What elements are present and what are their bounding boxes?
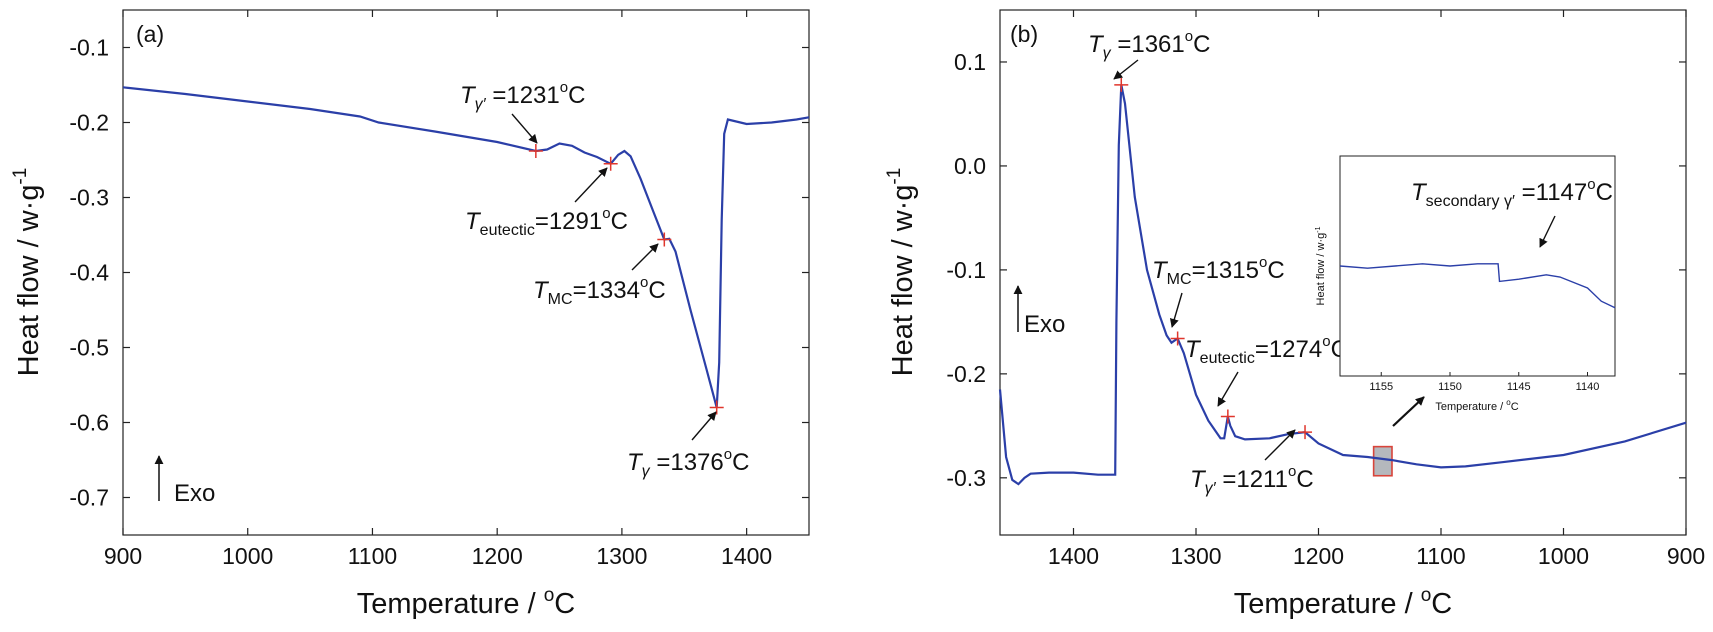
x-tick-label: 1300	[1170, 543, 1221, 569]
x-tick-label: 1400	[721, 543, 772, 569]
arrow-a-4	[691, 411, 717, 441]
transition-marker	[1298, 425, 1313, 440]
svg-text:Exo: Exo	[1024, 311, 1065, 338]
y-tick-label: -0.2	[946, 361, 986, 387]
annotation-b-gamma-prime: Tγ′ =1211oC	[1190, 429, 1314, 497]
svg-text:Exo: Exo	[174, 480, 215, 507]
panel-label-a: (a)	[136, 21, 164, 47]
y-tick-label: -0.3	[946, 465, 986, 491]
y-tick-label: 0.1	[954, 49, 986, 75]
arrow-a-2	[574, 167, 608, 203]
inset-x-title: Temperature / oC	[1435, 398, 1518, 413]
y-tick-label: -0.4	[69, 260, 109, 286]
y-tick-label: -0.1	[69, 35, 109, 61]
tick-labels-b: 1400 1300 1200 1100 1000 900 0.1 0.0 -0.1 -0.2 -0.…	[946, 49, 1705, 569]
annotation-a-eutectic: Teutectic=1291oC	[465, 167, 628, 239]
inset-x-tick-label: 1150	[1438, 381, 1462, 393]
inset-x-tick-label: 1155	[1369, 381, 1393, 393]
markers-a	[528, 144, 724, 415]
x-tick-label: 1200	[1293, 543, 1344, 569]
x-tick-label: 1100	[1416, 543, 1465, 569]
tick-labels-a: 900 1000 1100 1200 1300 1400 -0.1 -0.2 -0.3 -0.4 -…	[69, 35, 772, 570]
svg-text:Tγ =1376oC: Tγ =1376oC	[627, 446, 749, 480]
chart-panel-a: 900 1000 1100 1200 1300 1400 -0.1 -0.2 -0.3 -0.4 -…	[10, 9, 810, 620]
transition-marker	[528, 144, 543, 158]
ticks-a	[122, 10, 809, 535]
x-tick-label: 1200	[472, 543, 523, 569]
x-axis-title-a: Temperature / oC	[357, 585, 576, 620]
x-axis-title-b: Temperature / oC	[1234, 585, 1453, 620]
svg-text:TMC=1334oC: TMC=1334oC	[533, 274, 666, 308]
annotation-a-gamma: Tγ =1376oC	[627, 411, 749, 480]
transition-marker	[1170, 331, 1185, 346]
inset-ticks	[1380, 372, 1588, 376]
arrow-b-1	[1113, 59, 1139, 80]
heat-flow-line-a	[122, 86, 810, 408]
x-tick-label: 1400	[1048, 543, 1099, 569]
y-tick-label: 0.0	[954, 153, 986, 179]
inset-tick-labels: 1155 1150 1145 1140	[1369, 381, 1599, 393]
svg-text:Tsecondary γ′ =1147oC: Tsecondary γ′ =1147oC	[1411, 176, 1613, 210]
annotation-b-eutectic: Teutectic=1274oC	[1185, 333, 1348, 407]
y-tick-label: -0.3	[69, 185, 109, 211]
svg-text:Tγ′ =1211oC: Tγ′ =1211oC	[1190, 463, 1314, 497]
y-axis-title-b: Heat flow / w·g-1	[884, 168, 919, 377]
transition-marker	[603, 156, 618, 171]
x-tick-label: 1000	[222, 543, 273, 569]
exo-indicator-b: Exo	[1013, 285, 1065, 338]
svg-text:Teutectic=1291oC: Teutectic=1291oC	[465, 205, 628, 239]
transition-marker	[657, 232, 672, 247]
y-tick-label: -0.1	[946, 257, 986, 283]
panel-label-b: (b)	[1010, 21, 1038, 47]
inset-heat-flow-line	[1339, 263, 1616, 309]
arrow-b-4	[1264, 429, 1296, 461]
box-to-inset-arrow	[1392, 396, 1425, 427]
highlight-box	[1372, 445, 1393, 477]
x-tick-label: 900	[1667, 543, 1705, 569]
markers-b	[1114, 77, 1313, 440]
annotation-b-mc: TMC=1315oC	[1152, 254, 1285, 328]
y-tick-label: -0.6	[69, 410, 109, 436]
x-tick-label: 1100	[348, 543, 397, 569]
inset-x-tick-label: 1145	[1507, 381, 1531, 393]
inset-chart: 1155 1150 1145 1140 Temperature / oC Heat f…	[1315, 155, 1616, 413]
arrow-b-2	[1169, 292, 1183, 328]
svg-text:Teutectic=1274oC: Teutectic=1274oC	[1185, 333, 1348, 367]
heat-flow-line-b	[998, 84, 1687, 486]
plot-frame-b	[999, 9, 1687, 536]
y-axis-title-a: Heat flow / w·g-1	[10, 168, 45, 377]
x-tick-label: 900	[104, 543, 142, 569]
annotation-b-gamma: Tγ =1361oC	[1088, 28, 1210, 80]
exo-indicator-a: Exo	[154, 455, 215, 507]
y-tick-label: -0.7	[69, 485, 109, 511]
arrow-b-3	[1217, 371, 1239, 407]
x-tick-label: 1000	[1538, 543, 1589, 569]
chart-panel-b: 1400 1300 1200 1100 1000 900 0.1 0.0 -0.1 -0.2 -0.…	[884, 9, 1705, 620]
annotation-a-mc: TMC=1334oC	[533, 243, 666, 308]
inset-arrow	[1539, 215, 1556, 248]
svg-text:Tγ =1361oC: Tγ =1361oC	[1088, 28, 1210, 62]
annotation-a-gamma-prime: Tγ′ =1231oC	[460, 79, 585, 144]
y-tick-label: -0.2	[69, 110, 109, 136]
transition-marker	[1220, 409, 1235, 424]
inset-x-tick-label: 1140	[1576, 381, 1600, 393]
x-tick-label: 1300	[596, 543, 647, 569]
inset-frame	[1339, 155, 1616, 377]
y-tick-label: -0.5	[69, 335, 109, 361]
transition-marker	[709, 400, 724, 415]
arrow-a-1	[511, 113, 538, 144]
svg-text:TMC=1315oC: TMC=1315oC	[1152, 254, 1285, 288]
transition-marker	[1114, 77, 1129, 92]
inset-annotation: Tsecondary γ′ =1147oC	[1411, 176, 1613, 248]
svg-text:Tγ′ =1231oC: Tγ′ =1231oC	[460, 79, 585, 113]
inset-y-title: Heat flow / w·g-1	[1315, 226, 1327, 305]
ticks-b	[1000, 10, 1687, 535]
arrow-a-3	[631, 243, 659, 271]
